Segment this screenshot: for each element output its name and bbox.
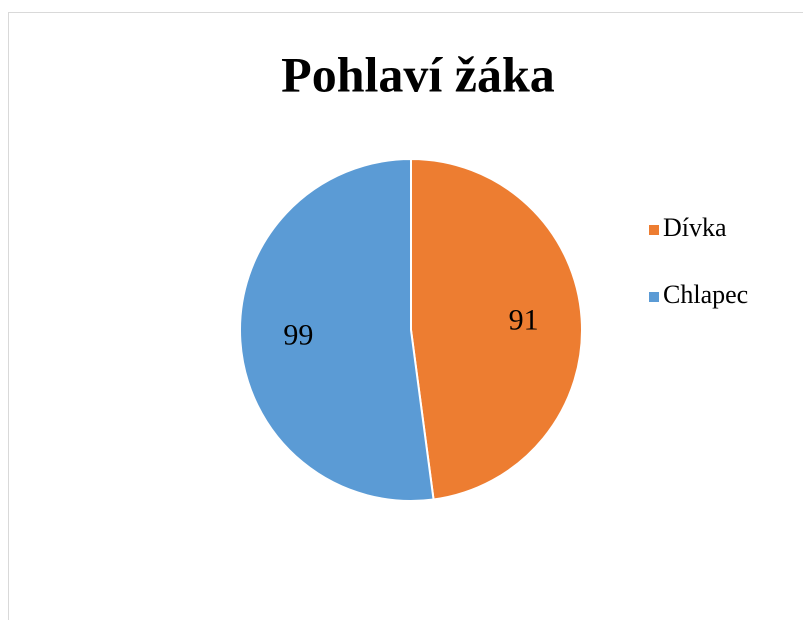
pie-slice — [410, 157, 583, 501]
data-label: 91 — [509, 303, 539, 336]
legend-label: Dívka — [663, 213, 727, 242]
data-label: 99 — [283, 318, 313, 351]
legend-swatch — [649, 292, 659, 302]
legend-label: Chlapec — [663, 280, 748, 309]
pie-slice — [239, 157, 435, 502]
legend-swatch — [649, 225, 659, 235]
chart-title: Pohlaví žáka — [281, 46, 555, 102]
